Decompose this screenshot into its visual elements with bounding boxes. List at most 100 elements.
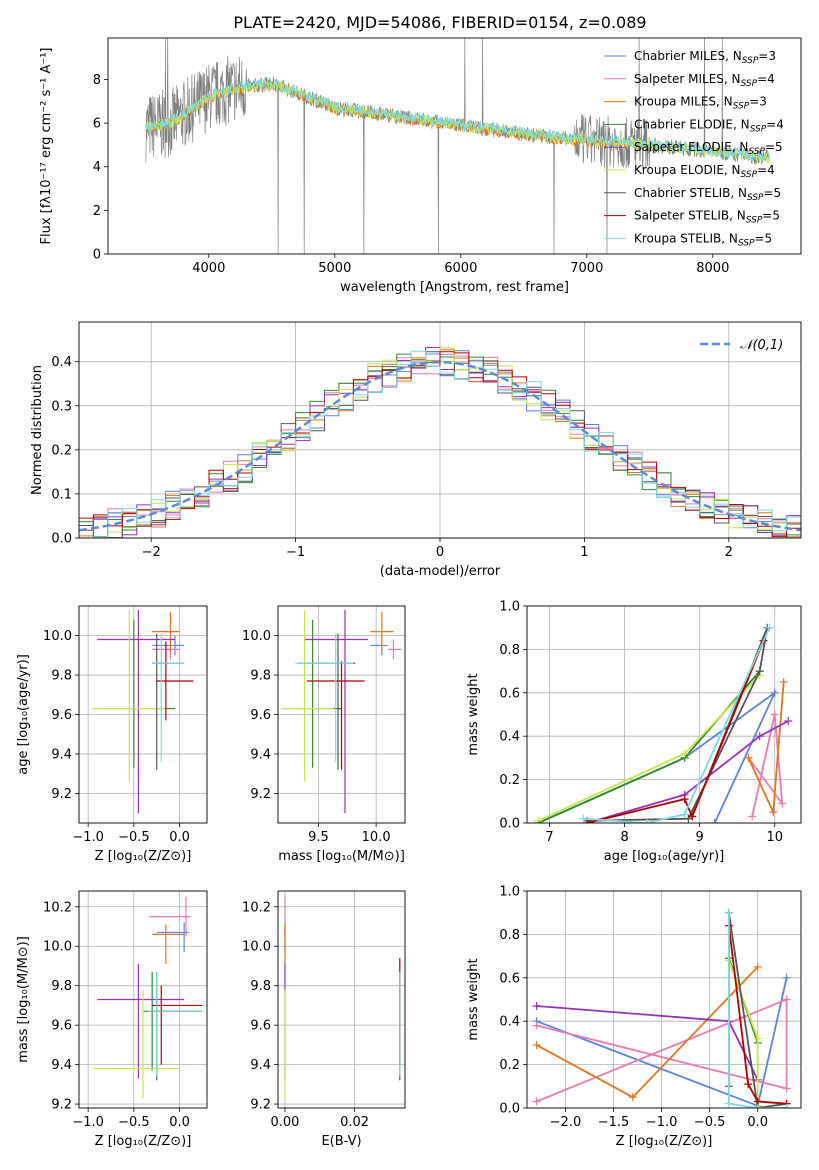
weight-point-salp_miles xyxy=(748,812,757,821)
legend-label: Kroupa STELIB, N xyxy=(634,231,738,245)
legend-label: Kroupa ELODIE, N xyxy=(634,163,741,177)
legend-sub: SSP xyxy=(747,193,764,203)
x-tick-label: 0 xyxy=(436,545,444,560)
weight-line-salp_stelib xyxy=(728,925,787,1105)
weight-line-chab_elodie xyxy=(537,670,761,823)
weight-point-krou_elodie xyxy=(680,749,689,758)
axes-frame xyxy=(78,605,208,824)
weight-point-krou_stelib xyxy=(579,814,588,823)
legend-entry: Kroupa STELIB, NSSP=5 xyxy=(634,231,772,248)
weight-point-krou_miles xyxy=(753,962,762,971)
y-tick-label: 2 xyxy=(93,204,101,219)
y-tick-label: 0.6 xyxy=(499,686,520,701)
y-tick-label: 10.0 xyxy=(242,629,271,644)
y-axis-label: Normed distribution xyxy=(30,365,45,495)
x-tick-label: −1.0 xyxy=(646,1115,678,1130)
axes-frame xyxy=(526,890,802,1109)
x-tick-label: 9.5 xyxy=(308,830,329,845)
legend-suffix: =3 xyxy=(749,95,767,109)
x-tick-label: 8000 xyxy=(696,261,729,276)
panel-spectrum: 4000 5000 6000 7000 8000 0 2 4 6 8 wavelength [Ang… xyxy=(39,37,802,295)
legend-entry: Salpeter ELODIE, NSSP=5 xyxy=(634,140,783,157)
legend-suffix: =5 xyxy=(754,231,772,245)
y-tick-label: 0.3 xyxy=(51,399,72,414)
legend-suffix: =4 xyxy=(766,117,784,131)
x-axis-label: E(B-V) xyxy=(321,1134,361,1149)
legend-sub: SSP xyxy=(741,79,758,89)
weight-point-krou_stelib xyxy=(680,810,689,819)
y-axis-label: age [log₁₀(age/yr)] xyxy=(16,654,31,775)
legend-label: Chabrier STELIB, N xyxy=(634,186,747,200)
weight-line-krou_stelib xyxy=(583,627,771,823)
y-tick-label: 9.4 xyxy=(250,747,271,762)
y-tick-label: 0.6 xyxy=(499,971,520,986)
weight-line-salp_elodie xyxy=(536,1005,759,1081)
x-tick-label: −0.5 xyxy=(118,1115,150,1130)
legend-sub: SSP xyxy=(742,56,759,66)
panel-weight_vs_age: 7 8 9 10 0.0 0.2 0.4 0.6 0.8 1.0 age [log₁₀(age/yr… xyxy=(466,600,802,864)
y-tick-label: 0.2 xyxy=(51,443,72,458)
weight-line-krou_stelib xyxy=(728,912,787,1108)
weight-point-salp_stelib xyxy=(744,1080,753,1089)
y-tick-label: 0.8 xyxy=(499,643,520,658)
legend-label: Salpeter ELODIE, N xyxy=(634,140,748,154)
legend-label: Salpeter STELIB, N xyxy=(634,209,746,223)
x-tick-label: 10 xyxy=(766,830,783,845)
weight-point-salp_miles xyxy=(778,799,787,808)
y-tick-label: 0.4 xyxy=(499,730,520,745)
y-tick-label: 9.2 xyxy=(250,787,271,802)
weight-point-chab_miles xyxy=(770,688,779,697)
y-tick-label: 4 xyxy=(93,160,101,175)
x-tick-label: 0.0 xyxy=(169,1115,190,1130)
weight-line-krou_miles xyxy=(536,966,759,1099)
y-tick-label: 9.6 xyxy=(51,708,72,723)
y-tick-label: 9.2 xyxy=(250,1098,271,1113)
y-tick-label: 8 xyxy=(93,73,101,88)
legend-entry: Salpeter STELIB, NSSP=5 xyxy=(634,209,780,226)
x-tick-label: 4000 xyxy=(192,261,225,276)
legend-label: Kroupa MILES, N xyxy=(634,95,733,109)
y-tick-label: 9.4 xyxy=(51,747,72,762)
y-tick-label: 0.2 xyxy=(499,1058,520,1073)
weight-point-krou_miles xyxy=(628,1093,637,1102)
legend-sub: SSP xyxy=(741,170,758,180)
y-tick-label: 10.0 xyxy=(43,940,72,955)
y-tick-label: 9.4 xyxy=(51,1058,72,1073)
legend-entry: Chabrier ELODIE, NSSP=4 xyxy=(634,117,784,134)
weight-point-krou_miles xyxy=(779,677,788,686)
legend-entry-normal: 𝒩(0,1) xyxy=(740,338,783,353)
y-tick-label: 9.6 xyxy=(250,1019,271,1034)
data-layer xyxy=(79,347,801,538)
histogram-salp_stelib xyxy=(79,351,801,538)
weight-point-salp_miles xyxy=(782,1084,791,1093)
legend-suffix: =3 xyxy=(758,49,776,63)
panel-age_vs_mass: 9.5 10.0 9.2 9.4 9.6 9.8 10.0 mass [log₁₀(M/M⊙)… xyxy=(242,605,406,864)
axes-frame xyxy=(78,321,802,539)
data-layer xyxy=(534,623,793,823)
x-tick-label: 8 xyxy=(620,830,628,845)
weight-line-krou_miles xyxy=(747,681,785,816)
x-tick-label: −0.5 xyxy=(118,830,150,845)
axes-frame xyxy=(277,605,406,824)
x-tick-label: −1.5 xyxy=(598,1115,630,1130)
x-tick-label: −2 xyxy=(142,545,161,560)
weight-line-salp_stelib xyxy=(586,640,765,823)
data-layer xyxy=(284,896,401,1099)
figure-title: PLATE=2420, MJD=54086, FIBERID=0154, z=0… xyxy=(233,13,646,32)
panel-weight_vs_z: −2.0 −1.5 −1.0 −0.5 0.0 0.0 0.2 0.4 0.6 0.8 1.0 Z [… xyxy=(466,885,802,1149)
weight-point-salp_miles xyxy=(770,710,779,719)
y-tick-label: 9.8 xyxy=(51,669,72,684)
weight-line-salp_miles xyxy=(747,714,784,817)
weight-point-krou_miles xyxy=(532,1041,541,1050)
legend-suffix: =5 xyxy=(764,186,782,200)
axes-frame xyxy=(78,890,208,1109)
weight-line-chab_stelib xyxy=(587,627,769,822)
x-axis-label: age [log₁₀(age/yr)] xyxy=(604,849,725,864)
legend-label: Chabrier ELODIE, N xyxy=(634,117,750,131)
legend-sub: SSP xyxy=(748,147,765,157)
x-tick-label: 2 xyxy=(725,545,733,560)
panel-age_vs_z: −1.0 −0.5 0.0 9.2 9.4 9.6 9.8 10.0 Z [log₁₀(Z/Z⊙… xyxy=(16,605,208,864)
y-tick-label: 9.4 xyxy=(250,1058,271,1073)
y-tick-label: 9.2 xyxy=(51,787,72,802)
y-tick-label: 0.2 xyxy=(499,773,520,788)
